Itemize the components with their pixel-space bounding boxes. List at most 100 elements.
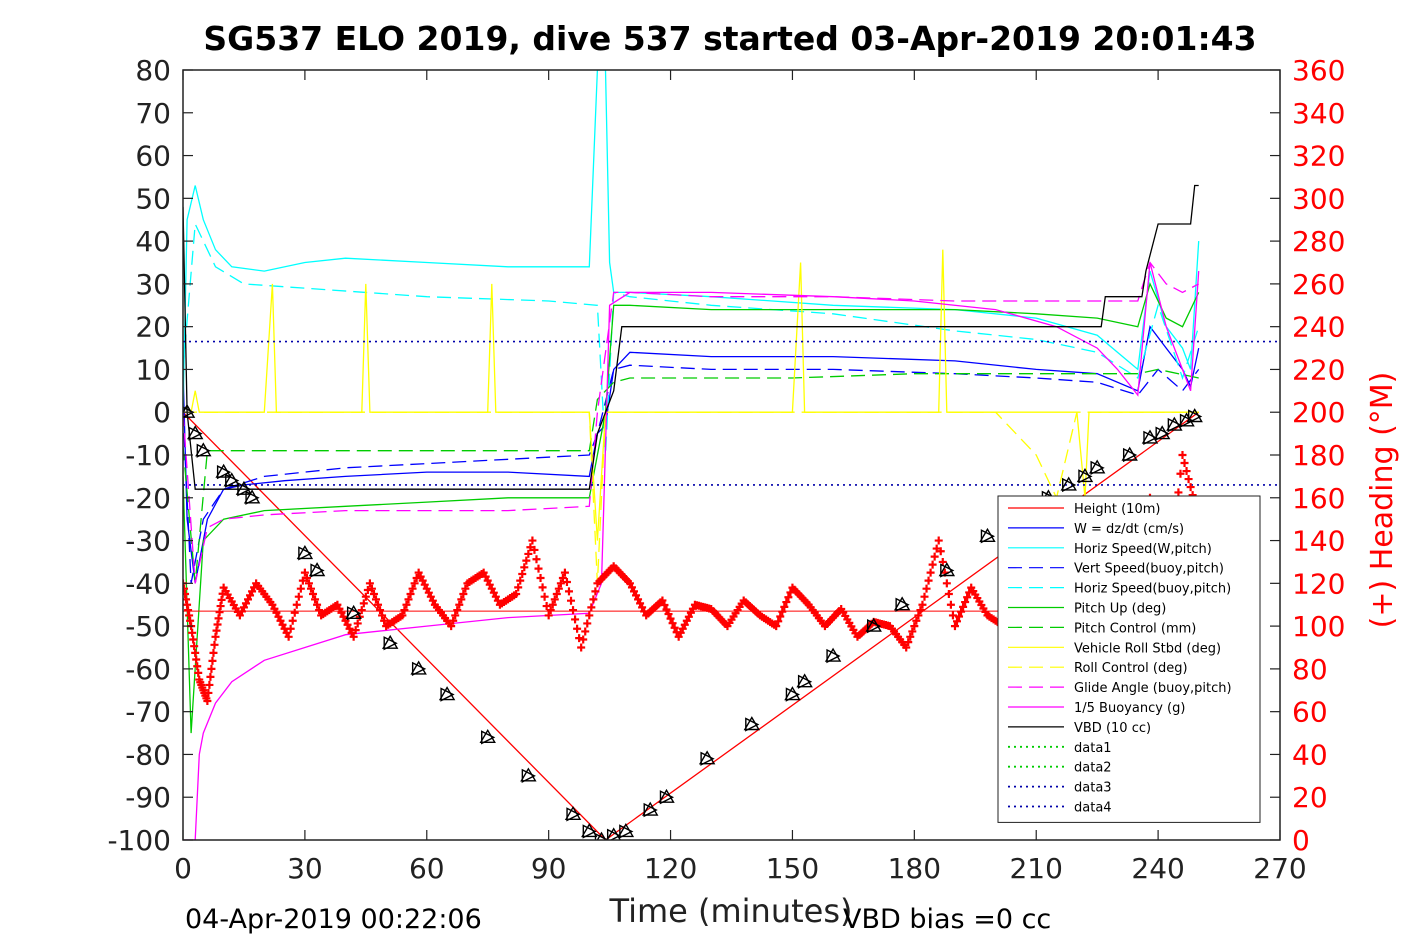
x-tick-label: 270 <box>1253 852 1306 885</box>
heading-point <box>272 608 281 617</box>
heading-point <box>404 595 413 604</box>
series-line-10 <box>183 262 1200 840</box>
y-right-tick-label: 340 <box>1292 97 1345 130</box>
heading-point <box>530 545 539 554</box>
heading-point <box>378 611 387 620</box>
heading-point <box>776 612 785 621</box>
heading-point <box>780 602 789 611</box>
heading-point <box>250 583 259 592</box>
legend-entry: VBD (10 cc) <box>1074 721 1151 736</box>
heading-point <box>333 600 342 609</box>
depth-marker-alt <box>188 426 203 441</box>
legend-entry: Horiz Speed(W,pitch) <box>1074 542 1212 557</box>
legend-entry: Glide Angle (buoy,pitch) <box>1074 681 1232 696</box>
heading-point <box>203 696 212 705</box>
depth-marker-alt <box>606 828 622 840</box>
heading-point <box>402 600 411 609</box>
heading-point <box>928 560 937 569</box>
heading-point <box>560 568 569 577</box>
heading-point <box>398 611 407 620</box>
depth-marker-alt <box>1179 413 1195 428</box>
heading-point <box>924 576 933 585</box>
legend-entry: data3 <box>1074 781 1112 796</box>
heading-point <box>664 610 673 619</box>
heading-point <box>532 555 541 564</box>
heading-point <box>284 632 293 641</box>
y-right-tick-label: 0 <box>1292 824 1310 857</box>
legend-entry: Pitch Control (mm) <box>1074 621 1196 636</box>
depth-marker-alt <box>1155 426 1170 441</box>
heading-point <box>946 600 955 609</box>
heading-point <box>341 616 350 625</box>
heading-point <box>686 608 695 617</box>
heading-point <box>487 584 496 593</box>
heading-point <box>422 584 431 593</box>
heading-point <box>676 628 685 637</box>
heading-point <box>916 606 925 615</box>
heading-point <box>546 606 555 615</box>
heading-point <box>309 590 318 599</box>
heading-point <box>955 612 964 621</box>
heading-point <box>361 592 370 601</box>
depth-marker-alt <box>310 563 325 578</box>
heading-point <box>579 635 588 644</box>
heading-point <box>288 616 297 625</box>
heading-point <box>638 603 647 612</box>
heading-point <box>1176 469 1185 478</box>
heading-point <box>300 568 309 577</box>
heading-point <box>942 579 951 588</box>
heading-point <box>778 607 787 616</box>
x-tick-label: 120 <box>644 852 697 885</box>
heading-point <box>193 662 202 671</box>
heading-point <box>189 635 198 644</box>
legend-entry: Pitch Up (deg) <box>1074 602 1166 617</box>
y-right-tick-label: 160 <box>1292 482 1345 515</box>
heading-point <box>540 592 549 601</box>
heading-point <box>552 590 561 599</box>
series-line-6 <box>183 368 1199 584</box>
heading-point <box>914 611 923 620</box>
heading-point <box>207 664 216 673</box>
heading-point <box>567 596 576 605</box>
heading-point <box>910 622 919 631</box>
heading-point <box>666 614 675 623</box>
legend-entry: Height (10m) <box>1074 502 1160 517</box>
heading-point <box>670 623 679 632</box>
heading-point <box>351 626 360 635</box>
x-tick-label: 240 <box>1131 852 1184 885</box>
y-tick-label: -90 <box>125 781 171 814</box>
heading-point <box>934 536 943 545</box>
heading-point <box>930 552 939 561</box>
heading-point <box>585 611 594 620</box>
depth-marker-alt <box>481 730 496 745</box>
heading-point <box>244 595 253 604</box>
heading-point <box>1178 451 1187 459</box>
heading-point <box>662 605 671 614</box>
y-tick-label: -10 <box>125 439 171 472</box>
heading-point <box>241 599 250 608</box>
heading-point <box>1182 467 1191 476</box>
y-tick-label: 20 <box>135 311 171 344</box>
heading-point <box>190 642 199 651</box>
depth-marker-alt <box>1062 477 1077 493</box>
heading-point <box>246 591 255 600</box>
heading-point <box>526 543 535 552</box>
depth-marker-alt <box>643 802 658 818</box>
heading-point <box>660 600 669 609</box>
depth-marker-alt <box>980 529 996 544</box>
heading-point <box>306 584 315 593</box>
heading-point <box>636 599 645 608</box>
heading-point <box>371 595 380 604</box>
x-tick-label: 30 <box>287 852 323 885</box>
y-tick-label: -20 <box>125 482 171 515</box>
depth-marker-alt <box>594 832 610 840</box>
depth-marker-alt <box>1090 460 1105 475</box>
legend-entry: Horiz Speed(buoy,pitch) <box>1074 582 1231 597</box>
heading-point <box>453 606 462 615</box>
heading-point <box>678 624 687 633</box>
depth-marker-alt <box>940 563 955 578</box>
heading-point <box>248 587 257 596</box>
series-line-5 <box>183 282 1200 734</box>
heading-point <box>512 590 521 599</box>
heading-point <box>658 596 667 605</box>
